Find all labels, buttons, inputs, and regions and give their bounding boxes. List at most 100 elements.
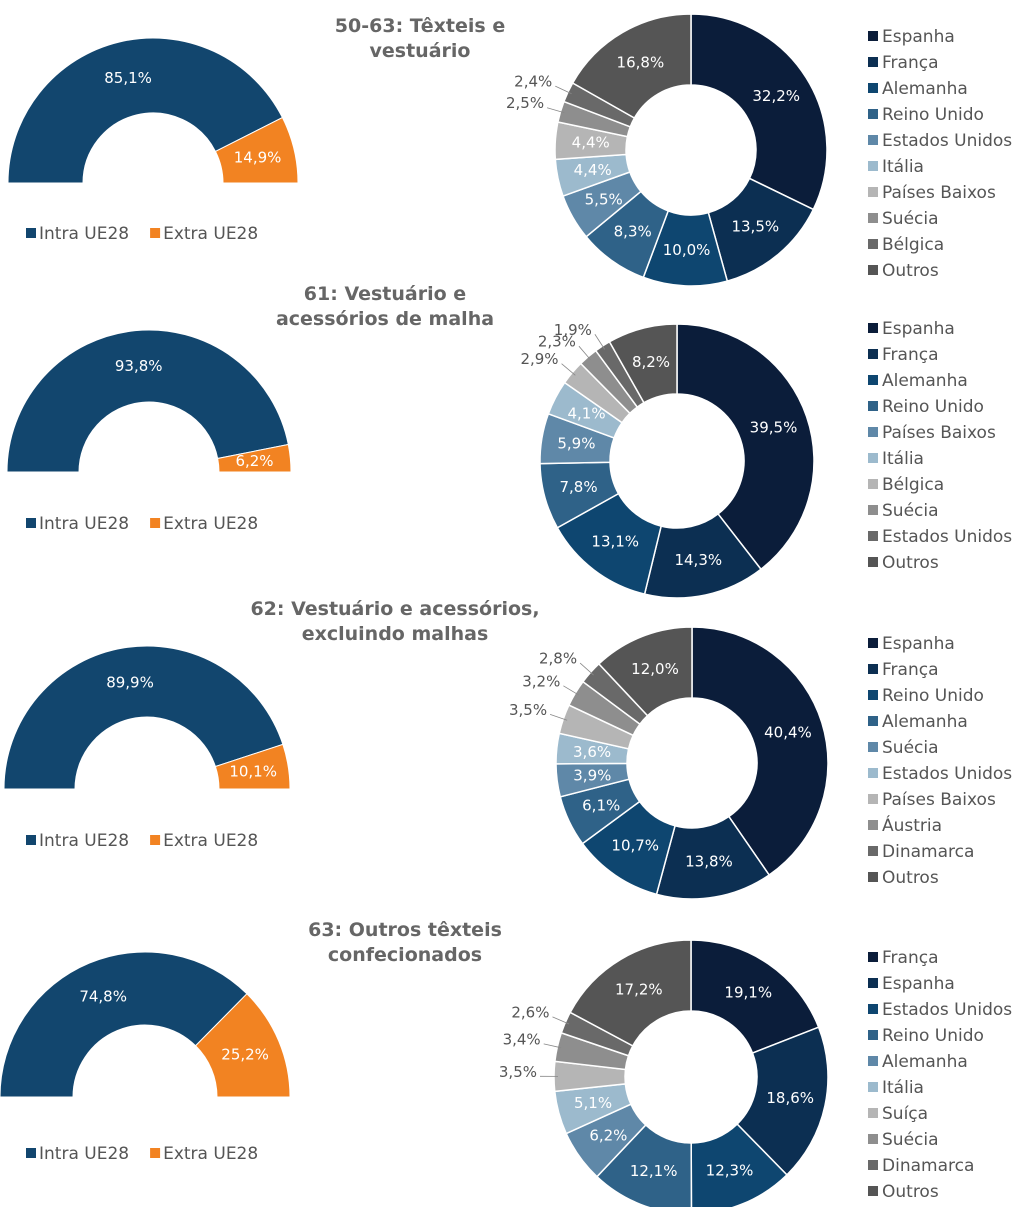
legend-swatch [868, 349, 878, 359]
legend-label: Extra UE28 [163, 224, 258, 244]
value-label: 3,6% [573, 743, 611, 761]
legend-swatch [868, 83, 878, 93]
legend-swatch [868, 557, 878, 567]
leader-line [561, 363, 576, 376]
value-label: 2,3% [538, 333, 576, 351]
legend-label: Países Baixos [882, 790, 996, 810]
value-label: 85,1% [104, 69, 152, 87]
legend-label: Suécia [882, 1130, 939, 1150]
legend-label: Suíça [882, 1104, 928, 1124]
legend-label: Reino Unido [882, 1026, 984, 1046]
slice [0, 951, 248, 1098]
value-label: 2,6% [511, 1003, 549, 1021]
legend-label: Itália [882, 449, 924, 469]
slice [676, 323, 815, 571]
legend-swatch [868, 213, 878, 223]
legend-label: Áustria [882, 814, 942, 836]
legend-swatch [26, 518, 36, 528]
slice [214, 116, 299, 184]
value-label: 13,5% [731, 218, 779, 236]
legend-label: Espanha [882, 974, 955, 994]
slice [217, 443, 292, 473]
value-label: 32,2% [752, 87, 800, 105]
legend-label: Alemanha [882, 79, 968, 99]
legend-swatch [26, 228, 36, 238]
value-label: 25,2% [221, 1046, 269, 1064]
legend-label: Reino Unido [882, 686, 984, 706]
legend-swatch [868, 427, 878, 437]
value-label: 39,5% [750, 418, 798, 436]
slice [690, 13, 828, 211]
value-label: 3,5% [509, 701, 547, 719]
leader-line [546, 107, 565, 114]
slice [608, 323, 678, 404]
slice [690, 1123, 788, 1207]
legend-swatch [868, 1004, 878, 1014]
slice [690, 939, 820, 1054]
leader-line [563, 685, 580, 696]
legend-label: Estados Unidos [882, 1000, 1012, 1020]
legend-swatch [868, 505, 878, 515]
legend-label: França [882, 53, 939, 73]
legend-swatch [26, 1148, 36, 1158]
value-label: 3,5% [499, 1063, 537, 1081]
legend-label: Intra UE28 [39, 1144, 129, 1164]
value-label: 16,8% [617, 54, 665, 72]
legend-swatch [150, 518, 161, 528]
slice [194, 993, 291, 1098]
legend-label: Extra UE28 [163, 514, 258, 534]
legend-label: Estados Unidos [882, 764, 1012, 784]
legend-label: Dinamarca [882, 842, 974, 862]
value-label: 5,1% [574, 1094, 612, 1112]
legend-swatch [868, 1056, 878, 1066]
value-label: 8,2% [632, 353, 670, 371]
legend-swatch [868, 638, 878, 648]
value-label: 2,5% [506, 94, 544, 112]
leader-line [552, 1016, 570, 1025]
value-label: 2,9% [520, 350, 558, 368]
legend-label: Outros [882, 868, 939, 888]
legend-swatch [868, 1160, 878, 1170]
legend-label: França [882, 948, 939, 968]
slice [571, 13, 692, 119]
legend-swatch [150, 1148, 161, 1158]
chart-title: 61: Vestuário e acessórios de malha [275, 283, 495, 330]
value-label: 17,2% [615, 980, 663, 998]
legend-swatch [868, 161, 878, 171]
legend-label: França [882, 345, 939, 365]
leader-line [549, 714, 568, 721]
legend-label: Alemanha [882, 712, 968, 732]
legend-swatch [868, 31, 878, 41]
slice [3, 645, 284, 790]
chart-title: 50-63: Têxteis e vestuário [334, 15, 506, 62]
value-label: 7,8% [559, 478, 597, 496]
legend-swatch [868, 794, 878, 804]
legend-label: Reino Unido [882, 105, 984, 125]
legend-label: Estados Unidos [882, 527, 1012, 547]
legend-swatch [868, 1030, 878, 1040]
legend-swatch [868, 375, 878, 385]
legend-swatch [868, 1108, 878, 1118]
chart-title: 63: Outros têxteis confecionados [308, 919, 502, 966]
legend-swatch [868, 1082, 878, 1092]
slice [7, 37, 284, 184]
value-label: 10,7% [611, 836, 659, 854]
value-label: 6,1% [582, 797, 620, 815]
value-label: 89,9% [106, 673, 154, 691]
legend-label: Itália [882, 157, 924, 177]
slice [6, 329, 289, 473]
legend-label: Outros [882, 553, 939, 573]
value-label: 12,1% [630, 1162, 678, 1180]
value-label: 8,3% [614, 222, 652, 240]
legend-swatch [868, 716, 878, 726]
value-label: 74,8% [79, 987, 127, 1005]
legend-swatch [868, 742, 878, 752]
legend-swatch [868, 846, 878, 856]
legend-label: Alemanha [882, 1052, 968, 1072]
slice [736, 1026, 829, 1176]
legend-swatch [868, 265, 878, 275]
legend-swatch [868, 323, 878, 333]
legend-label: Intra UE28 [39, 224, 129, 244]
legend-swatch [868, 135, 878, 145]
